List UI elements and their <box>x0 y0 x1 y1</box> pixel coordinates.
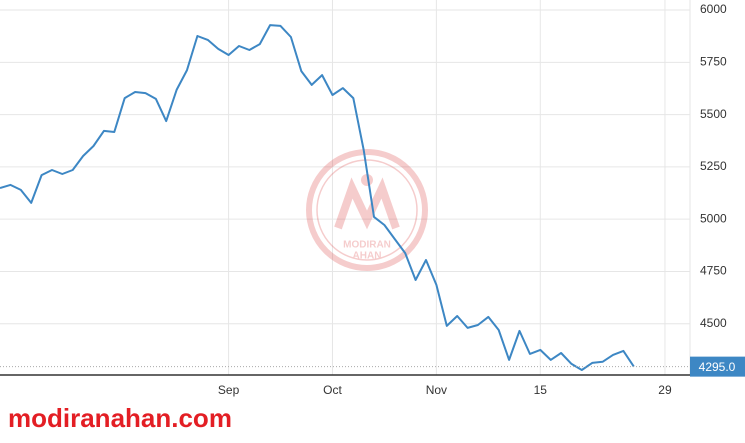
logo-mark <box>334 177 400 230</box>
logo-dot <box>361 174 373 186</box>
x-tick-label: Sep <box>218 383 240 397</box>
y-tick-label: 4500 <box>700 316 727 330</box>
x-tick-label: Oct <box>323 383 342 397</box>
x-tick-label: 29 <box>658 383 672 397</box>
x-tick-label: 15 <box>534 383 548 397</box>
logo-ring <box>316 159 418 261</box>
footer-brand: modiranahan.com <box>8 403 232 433</box>
y-tick-label: 5000 <box>700 211 727 225</box>
y-tick-label: 5750 <box>700 54 727 68</box>
y-tick-label: 4750 <box>700 264 727 278</box>
price-tag-label: 4295.0 <box>699 360 736 374</box>
series-line <box>0 24 635 371</box>
y-tick-label: 5250 <box>700 159 727 173</box>
watermark-logo: MODIRAN AHAN <box>306 149 428 271</box>
logo-ring <box>306 149 428 271</box>
y-tick-label: 5500 <box>700 107 727 121</box>
watermark-text: MODIRAN <box>343 240 391 251</box>
watermark-text: AHAN <box>353 251 382 262</box>
y-tick-label: 6000 <box>700 2 727 16</box>
grid <box>0 0 691 375</box>
price-tag <box>690 356 745 377</box>
x-tick-label: Nov <box>426 383 447 397</box>
